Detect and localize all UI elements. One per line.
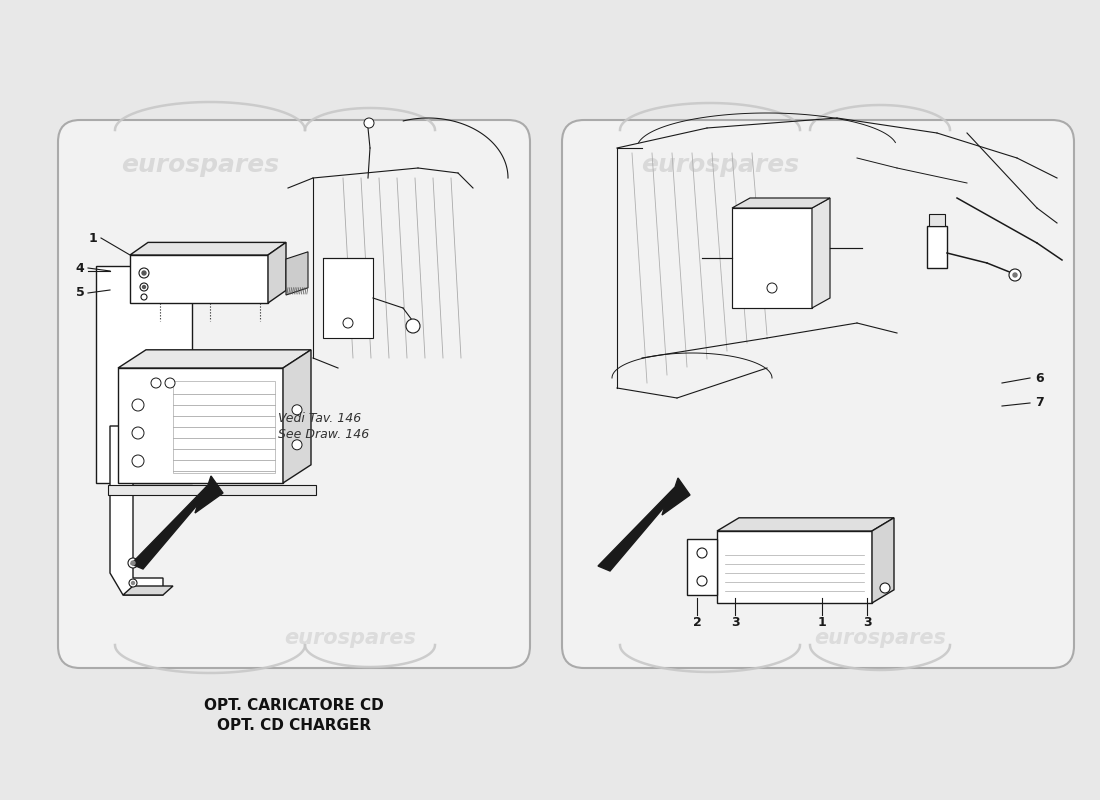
Text: 1: 1 <box>817 617 826 630</box>
Circle shape <box>292 405 302 414</box>
Bar <box>927 226 947 268</box>
Text: 5: 5 <box>76 286 85 299</box>
Circle shape <box>131 561 135 565</box>
Bar <box>96 266 192 483</box>
Polygon shape <box>118 350 311 368</box>
Polygon shape <box>283 350 311 483</box>
Circle shape <box>139 268 148 278</box>
Circle shape <box>132 455 144 467</box>
Bar <box>118 368 283 483</box>
Polygon shape <box>131 476 223 569</box>
Polygon shape <box>108 485 316 495</box>
Circle shape <box>880 583 890 593</box>
Polygon shape <box>688 539 717 595</box>
Circle shape <box>140 283 148 291</box>
Polygon shape <box>286 252 308 295</box>
Circle shape <box>292 440 302 450</box>
Polygon shape <box>812 198 830 308</box>
Bar <box>173 381 275 473</box>
Text: eurospares: eurospares <box>284 628 416 648</box>
Polygon shape <box>130 242 286 255</box>
Polygon shape <box>123 586 173 595</box>
Circle shape <box>128 558 138 568</box>
Text: 1: 1 <box>89 231 98 245</box>
Circle shape <box>1009 269 1021 281</box>
Circle shape <box>142 271 146 275</box>
Text: 6: 6 <box>1036 371 1044 385</box>
Bar <box>323 258 373 338</box>
Polygon shape <box>268 242 286 303</box>
Bar <box>717 531 872 603</box>
Text: 4: 4 <box>76 262 85 274</box>
Circle shape <box>406 319 420 333</box>
Circle shape <box>697 576 707 586</box>
Text: 2: 2 <box>693 617 702 630</box>
Text: OPT. CARICATORE CD: OPT. CARICATORE CD <box>205 698 384 713</box>
Text: Vedi Tav. 146: Vedi Tav. 146 <box>278 411 361 425</box>
Circle shape <box>143 286 145 289</box>
Circle shape <box>364 118 374 128</box>
Text: 3: 3 <box>862 617 871 630</box>
Circle shape <box>129 579 138 587</box>
Circle shape <box>132 582 134 585</box>
Circle shape <box>165 378 175 388</box>
Polygon shape <box>732 198 830 208</box>
FancyBboxPatch shape <box>562 120 1074 668</box>
Circle shape <box>1013 273 1018 277</box>
Polygon shape <box>598 478 690 571</box>
Circle shape <box>151 378 161 388</box>
Text: See Draw. 146: See Draw. 146 <box>278 429 370 442</box>
FancyBboxPatch shape <box>58 120 530 668</box>
Bar <box>130 255 268 303</box>
Text: 3: 3 <box>730 617 739 630</box>
Polygon shape <box>717 518 894 531</box>
Circle shape <box>132 399 144 411</box>
Text: eurospares: eurospares <box>814 628 946 648</box>
Polygon shape <box>872 518 894 603</box>
Text: eurospares: eurospares <box>641 153 799 177</box>
Text: OPT. CD CHARGER: OPT. CD CHARGER <box>217 718 371 733</box>
Circle shape <box>697 548 707 558</box>
Bar <box>930 214 945 226</box>
Text: eurospares: eurospares <box>121 153 279 177</box>
Bar <box>732 208 812 308</box>
Text: 7: 7 <box>1035 397 1044 410</box>
Polygon shape <box>110 426 163 595</box>
Circle shape <box>141 294 147 300</box>
Circle shape <box>132 427 144 439</box>
Circle shape <box>343 318 353 328</box>
Circle shape <box>767 283 777 293</box>
